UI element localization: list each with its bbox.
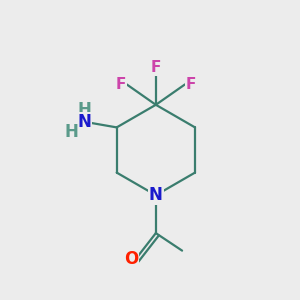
Text: H: H bbox=[78, 101, 92, 119]
Text: F: F bbox=[151, 60, 161, 75]
Text: N: N bbox=[149, 186, 163, 204]
Text: N: N bbox=[78, 112, 92, 130]
Text: H: H bbox=[64, 123, 78, 141]
Text: F: F bbox=[116, 77, 126, 92]
Text: O: O bbox=[124, 250, 138, 268]
Text: F: F bbox=[186, 77, 196, 92]
